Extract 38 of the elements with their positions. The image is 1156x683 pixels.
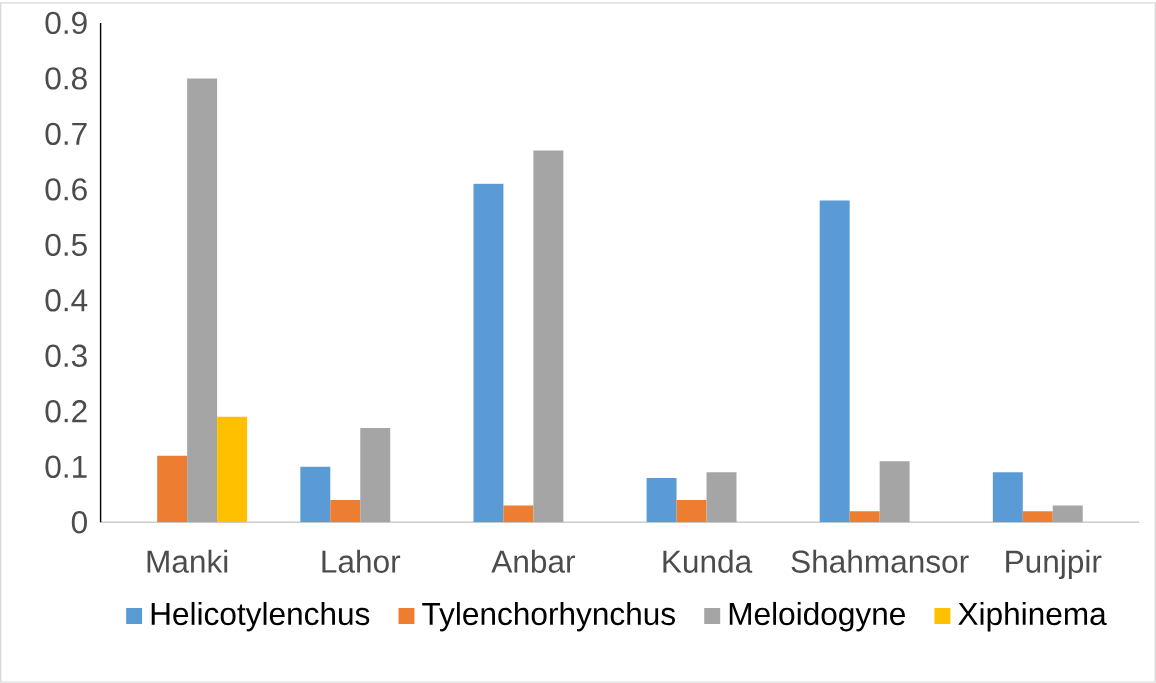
bar [503, 505, 534, 523]
legend-label: Xiphinema [958, 602, 1107, 632]
y-tick-label: 0.3 [45, 344, 87, 368]
bar [533, 150, 564, 523]
y-tick-label: 0.4 [45, 289, 88, 312]
bar [1022, 511, 1053, 523]
y-tick-label: 0.2 [45, 400, 87, 423]
bar [819, 200, 850, 523]
bar [330, 500, 361, 523]
x-tick-label: Kunda [663, 549, 753, 573]
bar [300, 466, 331, 523]
bar [157, 455, 188, 523]
bar [473, 183, 504, 523]
y-tick-label: 0.5 [45, 233, 87, 257]
bar [992, 472, 1023, 523]
bar [849, 511, 880, 523]
y-tick-label: 0.7 [45, 122, 87, 146]
bar [706, 472, 737, 523]
bar [646, 478, 677, 523]
y-tick-label: 0.1 [45, 455, 87, 479]
bar [360, 428, 391, 523]
x-tick-label: Anbar [491, 549, 576, 573]
y-tick-label: 0.6 [45, 178, 87, 201]
bar [676, 500, 707, 523]
bar [187, 78, 218, 523]
x-tick-label: Shahmansor [791, 549, 969, 573]
y-tick-label: 0.8 [45, 67, 87, 90]
bar [879, 461, 910, 523]
legend-label: Helicotylenchus [151, 602, 370, 632]
bar [217, 416, 248, 523]
x-tick-label: Punjpir [1006, 549, 1102, 580]
x-tick-label: Lahor [322, 549, 401, 573]
legend-label: Tylenchorhynchus [422, 602, 675, 632]
legend-label: Meloidogyne [729, 602, 905, 632]
bar [1052, 505, 1083, 523]
x-tick-label: Manki [147, 549, 228, 573]
y-tick-label: 0.9 [45, 11, 87, 35]
y-tick-label: 0 [71, 511, 87, 534]
